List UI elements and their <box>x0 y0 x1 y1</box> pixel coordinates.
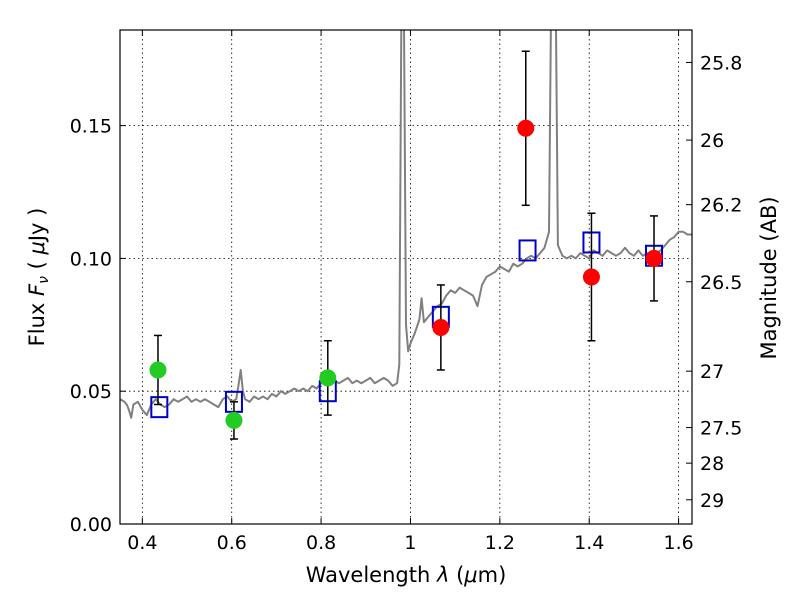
magnitude-tick-label: 28 <box>700 453 724 475</box>
photometry-point <box>319 369 337 387</box>
x-axis-label: Wavelength λ (μm) <box>306 563 507 587</box>
y-tick-label: 0.15 <box>70 116 112 138</box>
photometry-point <box>432 318 450 336</box>
magnitude-tick-label: 27 <box>700 361 724 383</box>
magnitude-tick-label: 25.8 <box>700 52 742 74</box>
photometry-point <box>225 411 243 429</box>
magnitude-tick-label: 26.2 <box>700 195 742 217</box>
photometry-point <box>645 249 663 267</box>
x-tick-label: 1.2 <box>485 532 515 554</box>
y-axis-label: Flux Fν ( μJy ) <box>25 208 52 347</box>
y-tick-label: 0.10 <box>70 248 112 270</box>
spectrum-line <box>120 30 692 419</box>
plot-series <box>120 30 692 440</box>
photometry-point <box>149 361 167 379</box>
axis-ticks: 0.4 0.6 0.8 1 1.2 1.4 1.6 0.00 0.05 0.10 0.15 25.8 2… <box>70 30 742 554</box>
x-tick-label: 1 <box>404 532 416 554</box>
x-tick-label: 1.4 <box>574 532 604 554</box>
magnitude-tick-label: 27.5 <box>700 418 742 440</box>
photometry-point <box>582 268 600 286</box>
y-tick-label: 0.05 <box>70 381 112 403</box>
magnitude-tick-label: 26 <box>700 130 724 152</box>
model-photometry-square <box>150 396 169 419</box>
x-tick-label: 0.6 <box>217 532 247 554</box>
y-tick-label: 0.00 <box>70 514 112 536</box>
model-photometry-square <box>518 239 537 262</box>
photometry-point <box>517 119 535 137</box>
plot-frame <box>119 29 693 525</box>
magnitude-tick-label: 26.5 <box>700 272 742 294</box>
magnitude-axis-label: Magnitude (AB) <box>757 196 781 359</box>
x-tick-label: 0.4 <box>127 532 157 554</box>
x-tick-label: 1.6 <box>663 532 693 554</box>
magnitude-tick-label: 29 <box>700 490 724 512</box>
x-tick-label: 0.8 <box>306 532 336 554</box>
